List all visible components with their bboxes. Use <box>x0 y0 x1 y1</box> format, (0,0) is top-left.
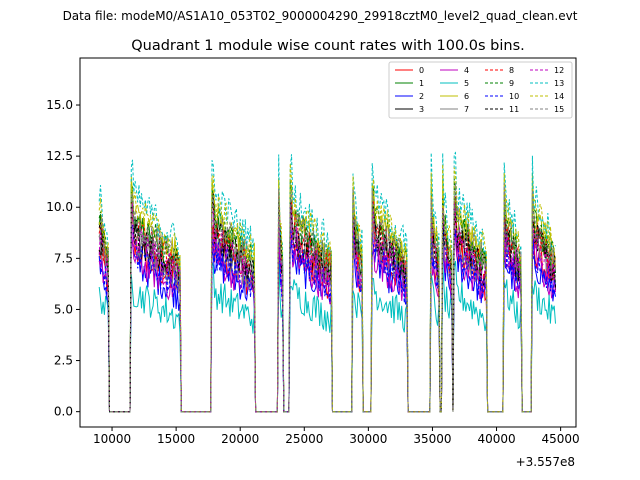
x-tick-label: 40000 <box>477 432 515 446</box>
x-tick-label: 45000 <box>542 432 580 446</box>
x-tick-label: 25000 <box>285 432 323 446</box>
axes-frame <box>79 57 577 428</box>
y-tick-label: 7.5 <box>54 251 73 265</box>
plot-area <box>98 151 556 413</box>
x-tick-label: 35000 <box>413 432 451 446</box>
series-line-4 <box>98 221 556 413</box>
legend-label-15: 15 <box>554 105 564 114</box>
legend-label-6: 6 <box>464 92 469 101</box>
series-line-12 <box>98 202 556 413</box>
legend-label-10: 10 <box>509 92 519 101</box>
legend-label-7: 7 <box>464 105 469 114</box>
legend-label-13: 13 <box>554 79 564 88</box>
legend-label-14: 14 <box>554 92 564 101</box>
series-line-13 <box>98 151 556 413</box>
chart-suptitle: Data file: modeM0/AS1A10_053T02_90000042… <box>63 9 578 23</box>
legend-label-3: 3 <box>419 105 424 114</box>
series-line-11 <box>98 193 556 413</box>
series-line-5 <box>98 261 556 413</box>
legend-label-12: 12 <box>554 66 564 75</box>
x-axis: 10000 15000 20000 25000 30000 35000 40000 45000 <box>93 427 580 446</box>
y-tick-label: 0.0 <box>54 405 73 419</box>
y-tick-label: 5.0 <box>54 302 73 316</box>
series-line-6 <box>98 172 556 413</box>
series-line-8 <box>98 191 556 413</box>
series-line-9 <box>98 178 556 413</box>
x-tick-label: 30000 <box>349 432 387 446</box>
y-tick-label: 2.5 <box>54 354 73 368</box>
y-tick-label: 12.5 <box>46 149 73 163</box>
series-line-15 <box>98 182 556 413</box>
legend-label-2: 2 <box>419 92 424 101</box>
y-tick-label: 10.0 <box>46 200 73 214</box>
y-axis: 0.0 2.5 5.0 7.5 10.0 12.5 15.0 <box>46 98 80 419</box>
legend-label-5: 5 <box>464 79 469 88</box>
legend-label-4: 4 <box>464 66 469 75</box>
x-tick-label: 20000 <box>221 432 259 446</box>
legend-label-8: 8 <box>509 66 514 75</box>
x-tick-label: 10000 <box>93 432 131 446</box>
legend-label-1: 1 <box>419 79 424 88</box>
x-tick-label: 15000 <box>157 432 195 446</box>
chart-title: Quadrant 1 module wise count rates with … <box>131 38 525 54</box>
legend-label-0: 0 <box>419 66 424 75</box>
x-offset-label: +3.557e8 <box>516 455 575 469</box>
legend-label-9: 9 <box>509 79 514 88</box>
y-tick-label: 15.0 <box>46 98 73 112</box>
legend-box <box>388 61 573 119</box>
legend-label-11: 11 <box>509 105 519 114</box>
